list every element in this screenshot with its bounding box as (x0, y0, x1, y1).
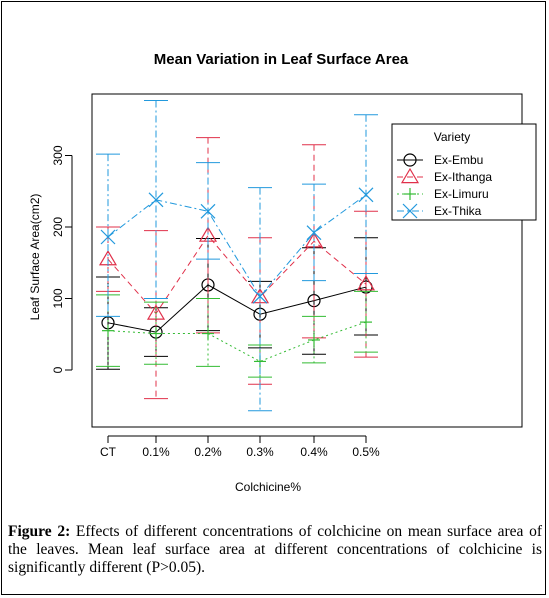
y-axis: 0 100 200 300 (51, 145, 73, 373)
legend-label: Ex-Limuru (434, 187, 489, 201)
point-ex-limuru (150, 327, 162, 340)
series-ex-ithanga (96, 137, 378, 400)
point-ex-limuru (360, 316, 372, 329)
y-tick-label: 300 (51, 145, 65, 165)
error-bar-ex-thika (96, 153, 120, 317)
legend-marker (403, 153, 417, 167)
line-ex-embu (107, 284, 367, 333)
point-ex-ithanga (146, 304, 166, 320)
y-tick-label: 0 (51, 366, 65, 373)
point-ex-ithanga (356, 275, 376, 291)
legend-label: Ex-Ithanga (434, 170, 492, 184)
error-bar-ex-limuru (302, 315, 326, 364)
point-ex-ithanga (250, 287, 270, 304)
legend-label: Ex-Embu (434, 153, 483, 167)
legend-marker (400, 167, 420, 184)
point-ex-limuru (102, 324, 114, 337)
x-axis: CT 0.1% 0.2% 0.3% 0.4% 0.5% (100, 435, 380, 459)
point-ex-limuru (202, 327, 214, 340)
x-tick-label: 0.4% (300, 445, 328, 459)
point-ex-limuru (308, 333, 320, 346)
error-bar-ex-limuru (196, 298, 220, 367)
x-tick-label: 0.1% (142, 445, 170, 459)
x-tick-label: 0.5% (352, 445, 380, 459)
point-ex-thika (252, 288, 268, 304)
plot-area (91, 93, 523, 428)
point-ex-thika (306, 225, 322, 241)
chart: Mean Variation in Leaf Surface Area 0 100… (28, 51, 537, 494)
line-ex-thika (107, 194, 367, 298)
legend-item-ex-ithanga: Ex-Ithanga (397, 167, 492, 184)
error-bar-ex-thika (248, 187, 272, 412)
y-tick-label: 100 (51, 288, 65, 308)
point-ex-thika (100, 229, 116, 245)
x-tick-label: 0.2% (194, 445, 222, 459)
series-ex-embu (96, 237, 378, 370)
point-ex-thika (200, 203, 216, 219)
legend-item-ex-embu: Ex-Embu (397, 153, 483, 167)
point-ex-thika (148, 192, 164, 208)
caption-text: Effects of different concentrations of c… (8, 523, 542, 576)
chart-title: Mean Variation in Leaf Surface Area (154, 51, 409, 68)
legend-box (391, 123, 537, 221)
figure-caption: Figure 2: Effects of different concentra… (8, 523, 542, 577)
legend-label: Ex-Thika (434, 204, 482, 218)
legend-item-ex-thika: Ex-Thika (397, 203, 482, 219)
legend-marker (404, 188, 416, 200)
legend-title: Variety (434, 130, 470, 144)
series-ex-thika (96, 99, 378, 412)
legend-marker (402, 203, 418, 219)
legend: Variety Ex-Embu Ex-Ithanga Ex-Limuru Ex-Thik… (391, 123, 537, 221)
series-layer (96, 99, 378, 412)
x-tick-label: 0.3% (246, 445, 274, 459)
x-axis-label: Colchicine% (235, 480, 301, 494)
series-ex-limuru (96, 290, 378, 378)
point-ex-thika (358, 187, 374, 203)
line-ex-limuru (107, 321, 367, 362)
x-tick-label: CT (100, 445, 117, 459)
y-axis-label: Leaf Surface Area(cm2) (28, 194, 42, 321)
y-tick-label: 200 (51, 217, 65, 237)
caption-label: Figure 2: (8, 523, 71, 540)
line-ex-ithanga (107, 234, 367, 315)
legend-item-ex-limuru: Ex-Limuru (397, 187, 489, 201)
error-bar-ex-thika (144, 99, 168, 299)
